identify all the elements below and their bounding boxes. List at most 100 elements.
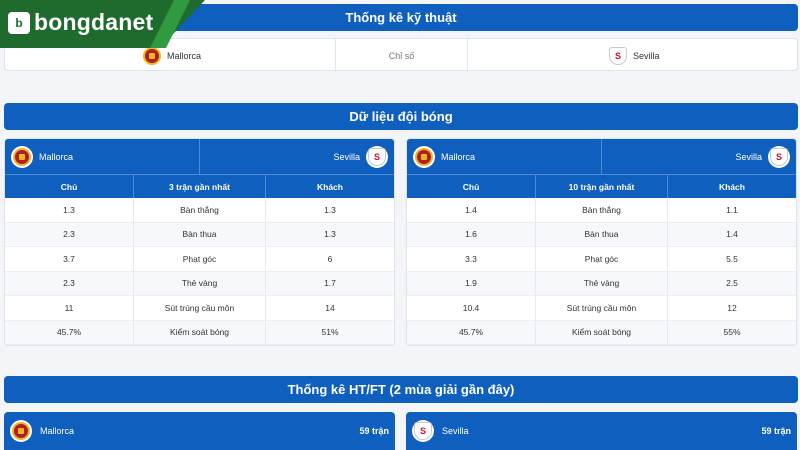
- cell-away: 1.3: [265, 222, 394, 247]
- cell-home: 1.9: [407, 272, 535, 296]
- htft-title: Thống kê HT/FT (2 mùa giải gần đây): [287, 382, 515, 397]
- cell-metric: Bàn thắng: [133, 198, 265, 223]
- cell-metric: Phạt góc: [535, 247, 667, 272]
- cell-home: 10.4: [407, 296, 535, 321]
- col-home: Chủ: [462, 181, 480, 192]
- table-header: Chủ 3 trận gần nhất Khách: [5, 174, 394, 198]
- crest-ring: [11, 145, 33, 168]
- mallorca-crest-icon: [143, 46, 161, 65]
- divider: [467, 39, 468, 72]
- cell-away: 2.5: [667, 271, 796, 296]
- col-away: Khách: [667, 175, 796, 198]
- cell-away: 1.3: [265, 198, 394, 223]
- cell-home: 45.7%: [407, 321, 535, 345]
- cell-metric: Thẻ vàng: [535, 271, 667, 296]
- sevilla-crest-icon: [368, 147, 386, 166]
- table-row: 2.3 Thẻ vàng 1.7: [5, 271, 394, 296]
- team-data-title: Dữ liệu đội bóng: [349, 109, 453, 124]
- htft-home-name: Mallorca: [40, 426, 75, 436]
- cell-away: 1.4: [667, 222, 796, 247]
- cell-metric: Thẻ vàng: [133, 271, 265, 296]
- cell-away: 14: [265, 296, 394, 321]
- cell-home: 11: [5, 296, 133, 321]
- tech-stats-away[interactable]: Sevilla: [609, 39, 660, 72]
- cell-metric: Bàn thua: [535, 222, 667, 247]
- htft-header: Thống kê HT/FT (2 mùa giải gần đây): [4, 376, 798, 403]
- table-body: 1.3 Bàn thắng 1.3 2.3 Bàn thua 1.3 3.7 Phạt g…: [5, 198, 394, 345]
- tech-stats-title: Thống kê kỹ thuật: [345, 10, 457, 25]
- cell-home: 1.6: [407, 223, 535, 247]
- cell-away: 1.1: [667, 198, 796, 223]
- crest-ring: [366, 145, 388, 168]
- panel-teams: Mallorca Sevilla: [5, 139, 394, 174]
- cell-home: 1.3: [5, 198, 133, 223]
- cell-home: 2.3: [5, 223, 133, 247]
- table-row: 11 Sút trúng cầu môn 14: [5, 296, 394, 321]
- panel-home-team[interactable]: Mallorca: [407, 139, 601, 174]
- table-row: 3.3 Phạt góc 5.5: [407, 247, 796, 272]
- cell-metric: Sút trúng cầu môn: [133, 296, 265, 321]
- col-away: Khách: [265, 175, 394, 198]
- htft-home-matches: 59 trận: [359, 426, 389, 436]
- panel-away-team[interactable]: Sevilla: [601, 139, 796, 174]
- site-logo[interactable]: b bongdanet: [0, 0, 205, 48]
- panel-home-team[interactable]: Mallorca: [5, 139, 199, 174]
- panel-home-name: Mallorca: [441, 151, 476, 162]
- brand-name: bongdanet: [34, 9, 154, 35]
- htft-home-panel[interactable]: Mallorca 59 trận: [4, 412, 395, 450]
- cell-away: 51%: [265, 320, 394, 345]
- bongdanet-logo-icon: b: [8, 12, 30, 34]
- crest-ring: [10, 420, 32, 442]
- table-row: 2.3 Bàn thua 1.3: [5, 222, 394, 247]
- sevilla-crest-icon: [770, 147, 788, 166]
- crest-ring: [768, 145, 790, 168]
- table-row: 1.3 Bàn thắng 1.3: [5, 198, 394, 223]
- divider: [335, 39, 336, 72]
- team-data-panel-last10: Mallorca Sevilla Chủ 10 trận gần nhất Kh…: [406, 138, 797, 346]
- tech-stats-home-name: Mallorca: [167, 50, 202, 61]
- table-row: 1.9 Thẻ vàng 2.5: [407, 271, 796, 296]
- htft-away-matches: 59 trận: [761, 426, 791, 436]
- cell-metric: Bàn thắng: [535, 198, 667, 223]
- table-row: 45.7% Kiểm soát bóng 51%: [5, 320, 394, 345]
- sevilla-crest-icon: [609, 46, 627, 65]
- panel-away-name: Sevilla: [735, 151, 762, 162]
- team-data-header: Dữ liệu đội bóng: [4, 103, 798, 130]
- cell-home: 1.4: [407, 198, 535, 223]
- col-period: 10 trận gần nhất: [535, 175, 667, 198]
- cell-metric: Kiểm soát bóng: [133, 320, 265, 345]
- table-row: 1.6 Bàn thua 1.4: [407, 222, 796, 247]
- cell-metric: Sút trúng cầu môn: [535, 296, 667, 321]
- cell-home: 3.3: [407, 247, 535, 272]
- cell-away: 5.5: [667, 247, 796, 272]
- cell-away: 6: [265, 247, 394, 272]
- cell-away: 55%: [667, 320, 796, 345]
- htft-away-panel[interactable]: Sevilla 59 trận: [406, 412, 797, 450]
- panel-teams: Mallorca Sevilla: [407, 139, 796, 174]
- panel-away-name: Sevilla: [333, 151, 360, 162]
- cell-home: 45.7%: [5, 321, 133, 345]
- table-body: 1.4 Bàn thắng 1.1 1.6 Bàn thua 1.4 3.3 Phạt g…: [407, 198, 796, 345]
- cell-metric: Phạt góc: [133, 247, 265, 272]
- mallorca-crest-icon: [13, 147, 31, 166]
- cell-away: 12: [667, 296, 796, 321]
- tech-stats-away-name: Sevilla: [633, 50, 660, 61]
- cell-away: 1.7: [265, 271, 394, 296]
- table-row: 3.7 Phạt góc 6: [5, 247, 394, 272]
- col-home: Chủ: [60, 181, 78, 192]
- table-row: 1.4 Bàn thắng 1.1: [407, 198, 796, 223]
- mallorca-crest-icon: [12, 422, 30, 440]
- team-data-panel-last3: Mallorca Sevilla Chủ 3 trận gần nhất Khá…: [4, 138, 395, 346]
- tech-stats-label: Chỉ số: [388, 50, 415, 61]
- col-period: 3 trận gần nhất: [133, 175, 265, 198]
- table-row: 45.7% Kiểm soát bóng 55%: [407, 320, 796, 345]
- crest-ring: [413, 145, 435, 168]
- panel-home-name: Mallorca: [39, 151, 74, 162]
- crest-ring: [412, 420, 434, 442]
- panel-away-team[interactable]: Sevilla: [199, 139, 394, 174]
- cell-metric: Kiểm soát bóng: [535, 320, 667, 345]
- cell-home: 2.3: [5, 272, 133, 296]
- sevilla-crest-icon: [414, 422, 432, 440]
- cell-home: 3.7: [5, 247, 133, 272]
- tech-stats-row: Mallorca Chỉ số Sevilla: [4, 38, 798, 72]
